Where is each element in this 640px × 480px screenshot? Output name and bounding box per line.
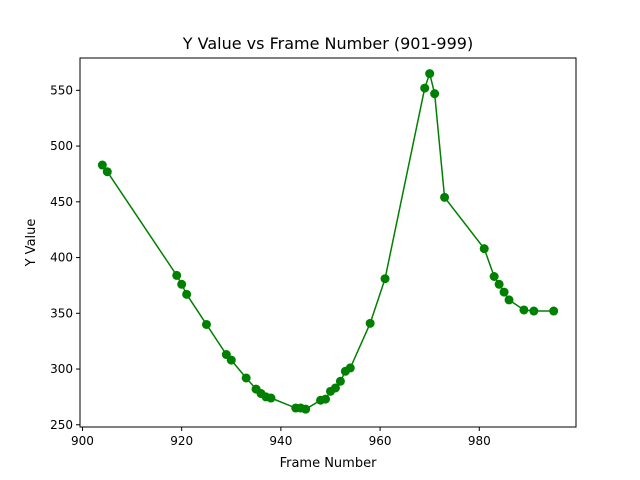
y-tick-label: 350 bbox=[50, 306, 73, 320]
series-markers bbox=[97, 69, 559, 414]
x-axis-label: Frame Number bbox=[280, 456, 378, 471]
chart-title: Y Value vs Frame Number (901-999) bbox=[182, 34, 473, 53]
data-point bbox=[301, 404, 311, 414]
data-point bbox=[529, 306, 539, 316]
data-point bbox=[182, 289, 192, 299]
y-axis-label: Y Value bbox=[24, 219, 39, 268]
data-point bbox=[335, 376, 345, 386]
data-point bbox=[494, 279, 504, 289]
x-tick-label: 900 bbox=[71, 434, 94, 448]
data-point bbox=[365, 318, 375, 328]
data-point bbox=[241, 373, 251, 383]
x-tick-label: 940 bbox=[269, 434, 292, 448]
data-point bbox=[201, 319, 211, 329]
x-axis-ticks: 900 920 940 960 980 bbox=[71, 427, 491, 448]
data-point bbox=[345, 363, 355, 373]
data-point bbox=[226, 355, 236, 365]
y-tick-label: 500 bbox=[50, 139, 73, 153]
y-tick-label: 250 bbox=[50, 418, 73, 432]
data-point bbox=[440, 192, 450, 202]
data-point bbox=[266, 393, 276, 403]
data-point bbox=[420, 83, 430, 93]
x-tick-label: 960 bbox=[369, 434, 392, 448]
data-point bbox=[177, 279, 187, 289]
data-point bbox=[425, 69, 435, 79]
x-tick-label: 980 bbox=[468, 434, 491, 448]
data-point bbox=[499, 287, 509, 297]
data-point bbox=[430, 89, 440, 99]
data-point bbox=[330, 383, 340, 393]
data-point bbox=[321, 394, 331, 404]
data-point bbox=[380, 274, 390, 284]
data-point bbox=[489, 272, 499, 282]
data-point bbox=[172, 270, 182, 280]
data-point bbox=[549, 306, 559, 316]
y-tick-label: 550 bbox=[50, 83, 73, 97]
data-point bbox=[504, 295, 514, 305]
data-point bbox=[519, 305, 529, 315]
x-tick-label: 920 bbox=[170, 434, 193, 448]
y-tick-label: 400 bbox=[50, 251, 73, 265]
plot-frame bbox=[79, 57, 577, 428]
plot-area bbox=[80, 58, 576, 427]
data-point bbox=[97, 160, 107, 170]
y-axis-ticks: 250 300 350 400 450 500 550 bbox=[50, 83, 80, 432]
data-point bbox=[479, 244, 489, 254]
y-tick-label: 450 bbox=[50, 195, 73, 209]
data-point bbox=[102, 167, 112, 177]
y-tick-label: 300 bbox=[50, 362, 73, 376]
